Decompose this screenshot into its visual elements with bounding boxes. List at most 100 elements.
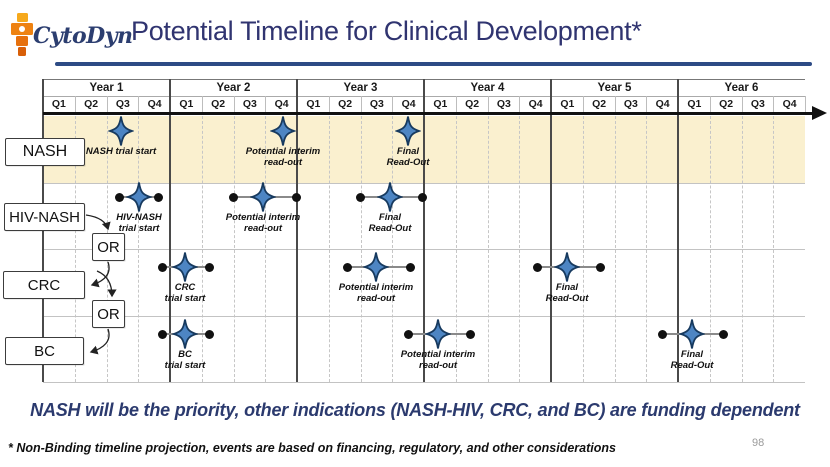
quarter-label: Q1 xyxy=(51,98,66,110)
quarter-label: Q2 xyxy=(709,96,742,112)
row-label-crc: CRC xyxy=(3,271,85,299)
event-range-dot xyxy=(533,262,542,272)
cytodyn-logo-icon xyxy=(11,13,33,56)
event-range-dot xyxy=(719,329,728,339)
event-label: Final Read-Out xyxy=(670,349,714,371)
footnote: * Non-Binding timeline projection, event… xyxy=(8,441,616,455)
event-range-dot xyxy=(466,329,475,339)
cytodyn-logo-text: CytoDyn xyxy=(33,23,133,49)
event-range-dot xyxy=(406,262,415,272)
quarter-label: Q4 xyxy=(773,96,805,112)
or-connector-1-text: OR xyxy=(97,238,120,256)
quarter-label: Q3 xyxy=(233,96,266,112)
event-star-icon xyxy=(172,252,198,282)
year-gridline xyxy=(550,79,552,382)
event-label: CRC trial start xyxy=(164,282,206,304)
event-label: NASH trial start xyxy=(85,146,157,157)
row-label-hiv-nash-text: HIV-NASH xyxy=(9,208,80,226)
event-label: Potential interim read-out xyxy=(338,282,414,304)
event-star-icon xyxy=(250,182,276,212)
quarter-label: Q3 xyxy=(741,96,774,112)
event-range-dot xyxy=(404,329,413,339)
quarter-label: Q4 xyxy=(392,96,424,112)
quarter-label: Q1 xyxy=(678,96,710,112)
year-label: Year 6 xyxy=(724,81,759,94)
event-star-icon xyxy=(395,116,421,146)
quarter-label: Q1 xyxy=(551,96,583,112)
event-range-dot xyxy=(158,329,167,339)
event-label: Potential interim read-out xyxy=(400,349,476,371)
or-connector-1: OR xyxy=(92,233,125,261)
year-label: Year 5 xyxy=(597,81,632,94)
event-label: Potential interim read-out xyxy=(225,212,301,234)
quarter-label: Q3 xyxy=(360,96,393,112)
event-star-icon xyxy=(679,319,705,349)
year-gridline xyxy=(423,79,425,382)
event-label: Final Read-Out xyxy=(368,212,412,234)
quarter-label: Q1 xyxy=(297,96,329,112)
row-label-hiv-nash: HIV-NASH xyxy=(4,203,85,231)
year-label: Year 1 xyxy=(89,81,124,94)
quarter-label: Q4 xyxy=(138,96,170,112)
row-label-crc-text: CRC xyxy=(27,276,61,294)
quarter-label: Q4 xyxy=(519,96,551,112)
year-gridline xyxy=(296,79,298,382)
year-gridline xyxy=(169,79,171,382)
row-label-bc-text: BC xyxy=(34,342,55,360)
year-gridline xyxy=(677,79,679,382)
event-star-icon xyxy=(554,252,580,282)
row-label-nash: NASH xyxy=(5,138,85,166)
event-range-dot xyxy=(115,192,124,202)
quarter-label: Q1 xyxy=(170,96,202,112)
quarter-label: Q2 xyxy=(455,96,488,112)
event-range-dot xyxy=(596,262,605,272)
header-right-edge xyxy=(805,96,806,112)
page-number: 98 xyxy=(752,437,765,449)
event-label: Potential interim read-out xyxy=(245,146,321,168)
or-connector-2-text: OR xyxy=(97,305,120,323)
year-label: Year 2 xyxy=(216,81,251,94)
event-range-dot xyxy=(205,262,214,272)
event-star-icon xyxy=(425,319,451,349)
timeline-axis xyxy=(43,112,812,115)
page-title: Potential Timeline for Clinical Developm… xyxy=(131,16,642,46)
event-range-dot xyxy=(658,329,667,339)
quarter-label: Q2 xyxy=(582,96,615,112)
event-label: HIV-NASH trial start xyxy=(116,212,162,234)
year-label: Year 3 xyxy=(343,81,378,94)
event-star-icon xyxy=(270,116,296,146)
quarter-label: Q2 xyxy=(74,96,107,112)
event-range-dot xyxy=(154,192,163,202)
event-star-icon xyxy=(172,319,198,349)
event-label: BC trial start xyxy=(164,349,206,371)
quarter-label: Q2 xyxy=(201,96,234,112)
quarter-label: Q3 xyxy=(106,96,139,112)
quarter-label: Q4 xyxy=(646,96,678,112)
quarter-label: Q1 xyxy=(424,96,456,112)
or-connector-2: OR xyxy=(92,300,125,328)
quarter-label: Q4 xyxy=(265,96,297,112)
row-label-bc: BC xyxy=(5,337,84,365)
event-star-icon xyxy=(363,252,389,282)
event-range-dot xyxy=(356,192,365,202)
event-range-dot xyxy=(229,192,238,202)
axis-arrowhead-icon xyxy=(812,106,827,120)
event-star-icon xyxy=(126,182,152,212)
event-label: Final Read-Out xyxy=(386,146,430,168)
quarter-label: Q3 xyxy=(487,96,520,112)
title-divider-rule xyxy=(55,62,812,66)
quarter-label: Q2 xyxy=(328,96,361,112)
event-range-dot xyxy=(205,329,214,339)
event-range-dot xyxy=(343,262,352,272)
event-range-dot xyxy=(418,192,427,202)
priority-statement: NASH will be the priority, other indicat… xyxy=(30,400,800,420)
row-separator xyxy=(43,382,805,383)
arrow-crc-to-or2 xyxy=(96,270,117,298)
row-label-nash-text: NASH xyxy=(22,143,68,160)
year-label: Year 4 xyxy=(470,81,505,94)
event-range-dot xyxy=(292,192,301,202)
event-star-icon xyxy=(108,116,134,146)
quarter-label: Q3 xyxy=(614,96,647,112)
event-range-dot xyxy=(158,262,167,272)
